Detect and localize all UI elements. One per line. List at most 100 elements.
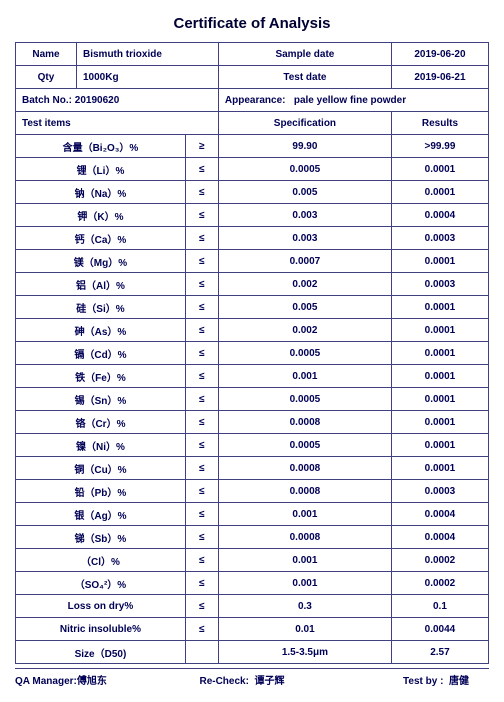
item-cell: 砷（As）% bbox=[16, 319, 186, 342]
op-cell: ≤ bbox=[185, 434, 218, 457]
table-row: 锑（Sb）%≤0.00080.0004 bbox=[16, 526, 489, 549]
spec-cell: 0.003 bbox=[218, 204, 391, 227]
item-cell: （SO₄²）% bbox=[16, 572, 186, 595]
testitems-header: Test items bbox=[16, 112, 219, 135]
result-cell: 0.0001 bbox=[391, 388, 488, 411]
result-cell: 0.0001 bbox=[391, 411, 488, 434]
batch-row: Batch No.: 20190620 bbox=[16, 89, 219, 112]
qam-value: 傅旭东 bbox=[77, 676, 107, 687]
op-cell: ≤ bbox=[185, 204, 218, 227]
result-cell: 0.0001 bbox=[391, 250, 488, 273]
table-row: 铜（Cu）%≤0.00080.0001 bbox=[16, 457, 489, 480]
op-cell: ≤ bbox=[185, 273, 218, 296]
table-row: 硅（Si）%≤0.0050.0001 bbox=[16, 296, 489, 319]
table-row: 铝（Al）%≤0.0020.0003 bbox=[16, 273, 489, 296]
result-cell: 0.0001 bbox=[391, 181, 488, 204]
testdate-label: Test date bbox=[218, 66, 391, 89]
recheck-value: 谭子辉 bbox=[255, 676, 285, 687]
item-cell: 镉（Cd）% bbox=[16, 342, 186, 365]
spec-cell: 0.0007 bbox=[218, 250, 391, 273]
table-row: 锡（Sn）%≤0.00050.0001 bbox=[16, 388, 489, 411]
spec-cell: 0.0005 bbox=[218, 158, 391, 181]
table-row: 含量（Bi₂O₃）%≥99.90>99.99 bbox=[16, 135, 489, 158]
footer: QA Manager:傅旭东 Re-Check: 谭子辉 Test by : 唐… bbox=[15, 668, 489, 687]
appearance-label: Appearance: bbox=[225, 95, 286, 106]
table-row: 铬（Cr）%≤0.00080.0001 bbox=[16, 411, 489, 434]
spec-cell: 0.0008 bbox=[218, 411, 391, 434]
batch-value: 20190620 bbox=[75, 95, 120, 106]
name-value: Bismuth trioxide bbox=[77, 43, 219, 66]
table-row: Loss on dry%≤0.30.1 bbox=[16, 595, 489, 618]
item-cell: 银（Ag）% bbox=[16, 503, 186, 526]
spec-header: Specification bbox=[218, 112, 391, 135]
spec-cell: 0.002 bbox=[218, 273, 391, 296]
result-cell: 0.0003 bbox=[391, 480, 488, 503]
result-cell: >99.99 bbox=[391, 135, 488, 158]
item-cell: 钾（K）% bbox=[16, 204, 186, 227]
appearance-value: pale yellow fine powder bbox=[294, 95, 406, 106]
op-cell: ≤ bbox=[185, 457, 218, 480]
result-cell: 0.0001 bbox=[391, 158, 488, 181]
op-cell: ≤ bbox=[185, 595, 218, 618]
item-cell: Nitric insoluble% bbox=[16, 618, 186, 641]
testdate-value: 2019-06-21 bbox=[391, 66, 488, 89]
result-cell: 0.0003 bbox=[391, 227, 488, 250]
item-cell: Size（D50) bbox=[16, 641, 186, 664]
spec-cell: 0.003 bbox=[218, 227, 391, 250]
op-cell: ≤ bbox=[185, 503, 218, 526]
op-cell: ≥ bbox=[185, 135, 218, 158]
item-cell: 铝（Al）% bbox=[16, 273, 186, 296]
header-table: Name Bismuth trioxide Sample date 2019-0… bbox=[15, 42, 489, 664]
item-cell: 铬（Cr）% bbox=[16, 411, 186, 434]
op-cell bbox=[185, 641, 218, 664]
op-cell: ≤ bbox=[185, 319, 218, 342]
qam-label: QA Manager: bbox=[15, 676, 77, 687]
item-cell: 锡（Sn）% bbox=[16, 388, 186, 411]
op-cell: ≤ bbox=[185, 411, 218, 434]
spec-cell: 0.3 bbox=[218, 595, 391, 618]
op-cell: ≤ bbox=[185, 227, 218, 250]
item-cell: 锑（Sb）% bbox=[16, 526, 186, 549]
table-row: 钾（K）%≤0.0030.0004 bbox=[16, 204, 489, 227]
spec-cell: 0.005 bbox=[218, 296, 391, 319]
sampledate-value: 2019-06-20 bbox=[391, 43, 488, 66]
op-cell: ≤ bbox=[185, 549, 218, 572]
item-cell: 锂（Li）% bbox=[16, 158, 186, 181]
result-cell: 0.0001 bbox=[391, 365, 488, 388]
result-cell: 0.0044 bbox=[391, 618, 488, 641]
spec-cell: 0.01 bbox=[218, 618, 391, 641]
item-cell: （Cl）% bbox=[16, 549, 186, 572]
item-cell: 含量（Bi₂O₃）% bbox=[16, 135, 186, 158]
result-cell: 0.0001 bbox=[391, 457, 488, 480]
result-cell: 0.0004 bbox=[391, 526, 488, 549]
testby-label: Test by : bbox=[403, 676, 443, 687]
spec-cell: 0.002 bbox=[218, 319, 391, 342]
results-header: Results bbox=[391, 112, 488, 135]
item-cell: 铜（Cu）% bbox=[16, 457, 186, 480]
result-cell: 0.0003 bbox=[391, 273, 488, 296]
result-cell: 0.0002 bbox=[391, 572, 488, 595]
testby-value: 唐健 bbox=[449, 676, 469, 687]
batch-label: Batch No.: bbox=[22, 95, 75, 106]
spec-cell: 0.001 bbox=[218, 503, 391, 526]
op-cell: ≤ bbox=[185, 480, 218, 503]
table-row: 铁（Fe）%≤0.0010.0001 bbox=[16, 365, 489, 388]
table-row: 钠（Na）%≤0.0050.0001 bbox=[16, 181, 489, 204]
op-cell: ≤ bbox=[185, 181, 218, 204]
op-cell: ≤ bbox=[185, 572, 218, 595]
item-cell: 镁（Mg）% bbox=[16, 250, 186, 273]
item-cell: 铁（Fe）% bbox=[16, 365, 186, 388]
item-cell: 钙（Ca）% bbox=[16, 227, 186, 250]
op-cell: ≤ bbox=[185, 618, 218, 641]
op-cell: ≤ bbox=[185, 342, 218, 365]
result-cell: 0.1 bbox=[391, 595, 488, 618]
op-cell: ≤ bbox=[185, 388, 218, 411]
spec-cell: 0.001 bbox=[218, 572, 391, 595]
spec-cell: 0.0005 bbox=[218, 434, 391, 457]
result-cell: 2.57 bbox=[391, 641, 488, 664]
spec-cell: 0.001 bbox=[218, 549, 391, 572]
result-cell: 0.0001 bbox=[391, 434, 488, 457]
table-row: 铅（Pb）%≤0.00080.0003 bbox=[16, 480, 489, 503]
item-cell: 铅（Pb）% bbox=[16, 480, 186, 503]
name-label: Name bbox=[16, 43, 77, 66]
